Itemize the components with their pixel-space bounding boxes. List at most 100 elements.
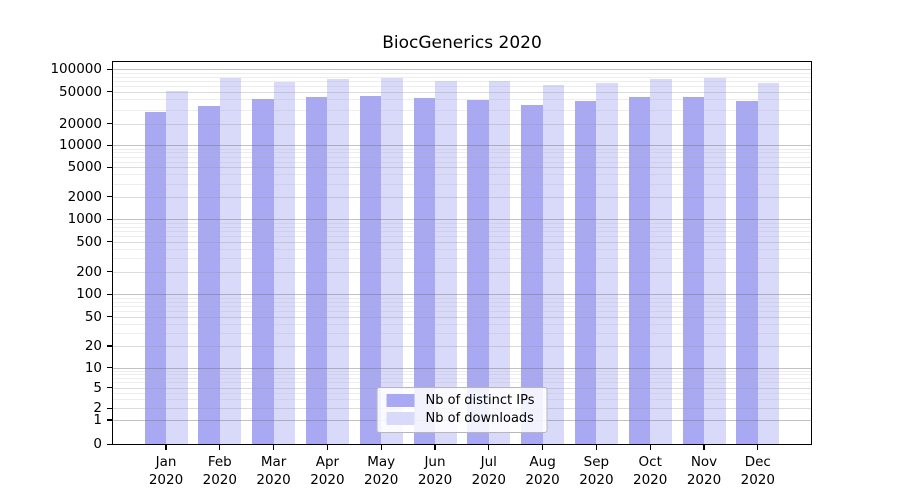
y-tick-20000 [107, 123, 112, 125]
gridline-50000 [113, 91, 811, 93]
x-tick-dec [757, 445, 759, 450]
bar-distinct-ips-jul [467, 100, 489, 444]
gridline-500 [113, 241, 811, 243]
gridline-60000 [113, 85, 811, 87]
bar-downloads-jul [488, 81, 511, 444]
gridline-200 [113, 271, 811, 273]
gridline-80000 [113, 76, 811, 78]
gridline-90 [113, 297, 811, 299]
gridline-60 [113, 310, 811, 312]
legend: Nb of distinct IPs Nb of downloads [376, 387, 548, 433]
x-tick-feb [219, 445, 221, 450]
y-tick-2 [107, 407, 112, 409]
y-tick-50000 [107, 91, 112, 93]
legend-row-downloads: Nb of downloads [386, 411, 535, 426]
y-tick-5000 [107, 166, 112, 168]
x-tick-nov [703, 445, 705, 450]
y-tick-100 [107, 293, 112, 295]
bar-downloads-may [381, 77, 403, 444]
y-tick-label-2000: 2000 [67, 188, 102, 205]
y-tick-label-20: 20 [84, 338, 102, 354]
bar-downloads-dec [757, 82, 780, 444]
bar-distinct-ips-sep [574, 101, 597, 444]
gridline-20000 [113, 123, 811, 125]
gridline-10 [113, 367, 811, 369]
x-tick-label-mar: Mar 2020 [256, 454, 291, 488]
y-tick-label-10000: 10000 [59, 137, 102, 154]
plot-area: Nb of distinct IPs Nb of downloads [112, 61, 812, 445]
chart-title: BiocGenerics 2020 [382, 33, 542, 53]
x-tick-apr [326, 445, 329, 450]
y-tick-5 [107, 387, 112, 389]
x-tick-label-may: May 2020 [364, 454, 399, 488]
gridline-30 [113, 333, 811, 335]
bar-distinct-ips-apr [305, 96, 328, 444]
gridline-4000 [113, 174, 811, 176]
bar-downloads-nov [704, 77, 726, 444]
gridline-5000 [113, 167, 811, 169]
y-tick-label-1: 1 [93, 412, 102, 428]
x-tick-label-jan: Jan 2020 [148, 454, 184, 488]
bar-distinct-ips-oct [628, 97, 651, 444]
y-tick-label-20000: 20000 [59, 115, 102, 132]
gridline-900 [113, 222, 811, 224]
bar-distinct-ips-may [359, 95, 382, 444]
gridline-9000 [113, 148, 811, 150]
y-tick-100000 [107, 68, 112, 70]
bar-downloads-apr [327, 79, 349, 444]
gridline-700 [113, 230, 811, 232]
y-tick-label-10: 10 [84, 359, 102, 376]
bar-distinct-ips-nov [682, 96, 704, 444]
y-tick-label-50000: 50000 [59, 83, 102, 100]
y-tick-20 [107, 345, 112, 347]
gridline-400 [113, 249, 811, 250]
gridline-1000 [113, 219, 811, 221]
y-tick-1 [107, 419, 112, 421]
legend-label-distinct-ips: Nb of distinct IPs [425, 393, 535, 408]
legend-swatch-downloads [386, 412, 415, 425]
y-tick-label-100000: 100000 [50, 61, 102, 78]
gridline-9 [113, 370, 811, 372]
x-tick-label-oct: Oct 2020 [633, 454, 668, 488]
bar-downloads-jan [166, 90, 188, 444]
x-tick-aug [541, 445, 544, 450]
gridline-8000 [113, 152, 811, 154]
y-tick-label-1000: 1000 [67, 211, 102, 228]
gridline-30000 [113, 109, 811, 111]
y-tick-500 [107, 241, 112, 243]
y-tick-10 [107, 367, 112, 369]
bar-downloads-sep [596, 83, 618, 444]
bar-downloads-aug [542, 85, 565, 444]
gridline-7 [113, 377, 811, 379]
gridline-10000 [113, 145, 811, 147]
x-tick-oct [649, 445, 651, 450]
y-tick-label-2: 2 [93, 400, 102, 417]
gridline-40 [113, 323, 811, 325]
bar-distinct-ips-dec [736, 100, 758, 444]
gridline-6 [113, 382, 811, 384]
y-tick-1000 [107, 218, 112, 220]
gridline-300 [113, 258, 811, 260]
x-tick-mar [272, 445, 275, 450]
x-tick-jun [434, 445, 436, 450]
y-tick-label-100: 100 [76, 286, 102, 303]
legend-row-distinct-ips: Nb of distinct IPs [386, 393, 535, 408]
gridline-100 [113, 294, 811, 296]
gridline-600 [113, 235, 811, 237]
gridline-6000 [113, 161, 811, 163]
y-tick-label-5: 5 [93, 379, 102, 396]
x-tick-label-aug: Aug 2020 [525, 454, 560, 488]
gridline-7000 [113, 156, 811, 158]
gridline-800 [113, 226, 811, 228]
bar-downloads-mar [273, 82, 296, 444]
bar-distinct-ips-aug [521, 105, 543, 444]
gridline-70 [113, 305, 811, 307]
bar-downloads-jun [435, 80, 457, 444]
y-tick-label-0: 0 [93, 436, 102, 453]
y-tick-label-50: 50 [84, 308, 102, 325]
y-tick-200 [107, 271, 112, 273]
y-tick-50 [107, 316, 112, 318]
gridline-8 [113, 374, 811, 376]
legend-swatch-distinct-ips [386, 394, 415, 407]
